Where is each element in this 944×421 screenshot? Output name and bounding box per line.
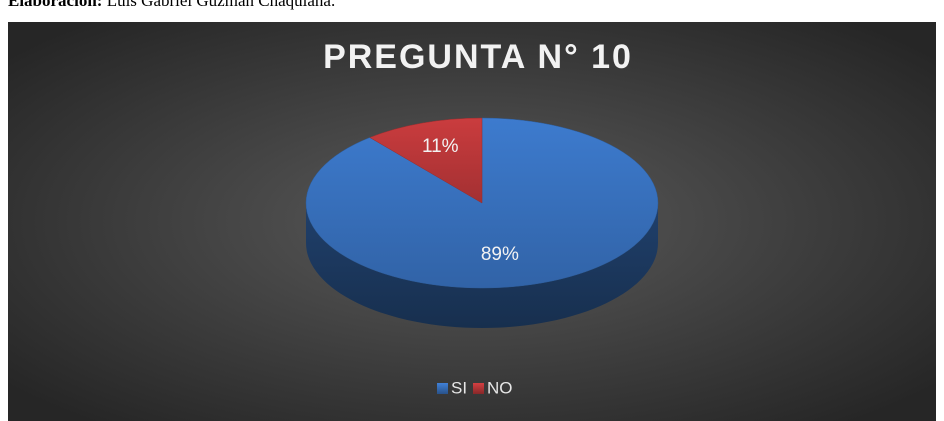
pie-slice-side bbox=[306, 203, 658, 328]
data-label: 11% bbox=[422, 136, 459, 157]
caption: Elaboración: Luis Gabriel Guzmán Chaquia… bbox=[8, 0, 335, 11]
pie-slice bbox=[305, 117, 659, 289]
pie-slice bbox=[369, 117, 483, 204]
legend-label: NO bbox=[487, 378, 513, 397]
data-label: 89% bbox=[481, 244, 519, 265]
chart: PREGUNTA N° 10 89% 11% SI NO bbox=[8, 22, 936, 421]
caption-text: Luis Gabriel Guzmán Chaquiana. bbox=[106, 0, 336, 10]
legend-label: SI bbox=[451, 378, 467, 397]
legend-marker bbox=[473, 383, 484, 394]
legend-marker bbox=[437, 383, 448, 394]
caption-label: Elaboración: bbox=[8, 0, 103, 10]
chart-title: PREGUNTA N° 10 bbox=[323, 38, 633, 76]
